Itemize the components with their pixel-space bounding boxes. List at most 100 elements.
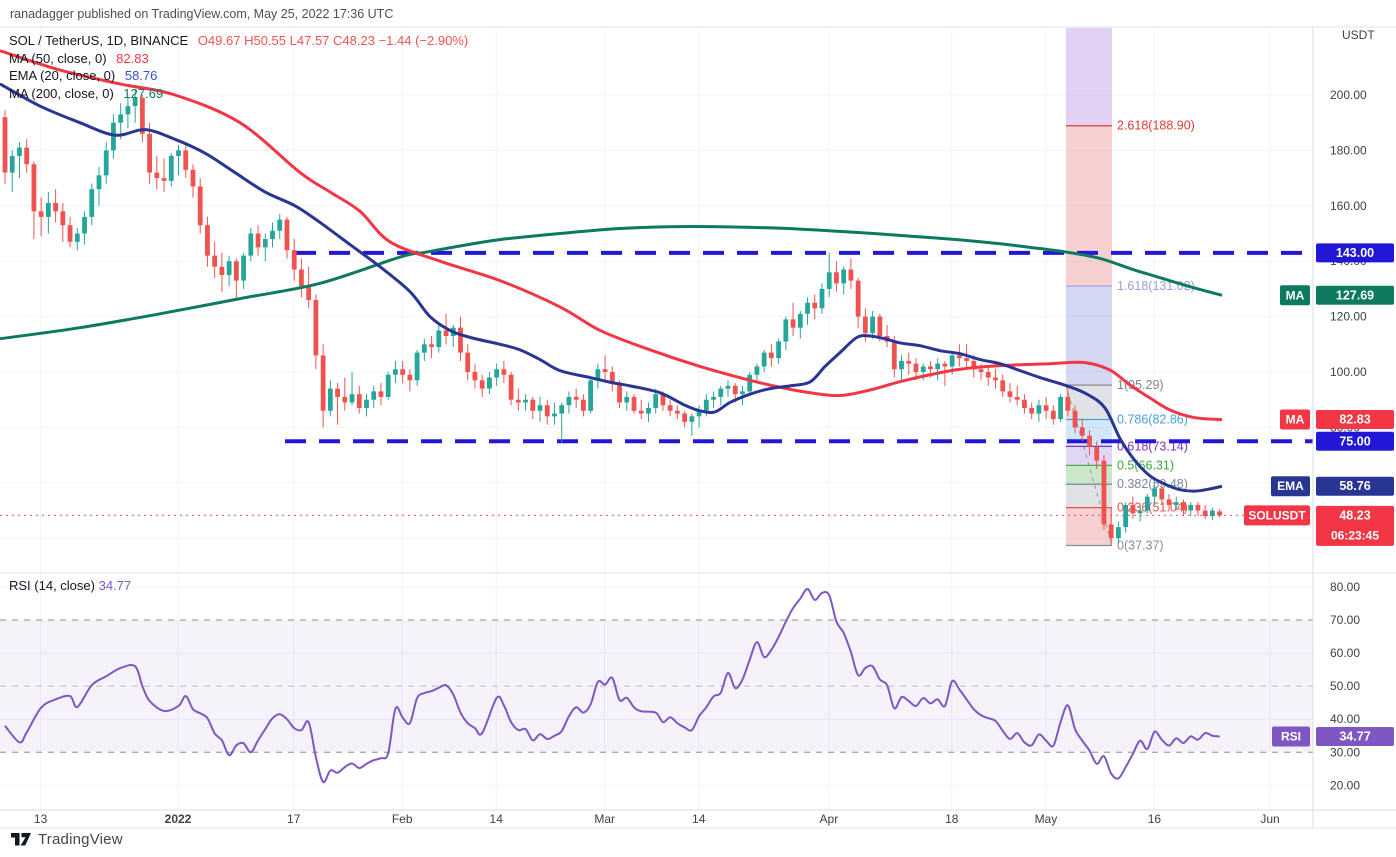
brand-name[interactable]: TradingView	[38, 831, 123, 848]
candle-body	[1087, 435, 1092, 447]
candle-body	[262, 239, 268, 248]
candle-body	[1217, 511, 1223, 516]
candle-body	[1173, 502, 1179, 505]
resistance-badge-rect	[1316, 243, 1394, 263]
candle-body	[747, 374, 753, 392]
candle-body	[1116, 527, 1121, 539]
candle-body	[667, 405, 673, 411]
fib-band	[1066, 286, 1112, 386]
candle-body	[284, 219, 290, 251]
ema20-badge-pill	[1271, 476, 1310, 497]
candle-body	[964, 358, 969, 361]
candle-body	[371, 391, 377, 400]
gridlines	[0, 28, 1313, 810]
candle-body	[429, 344, 434, 348]
candle-body	[1130, 504, 1136, 514]
fib-label-0.786: 0.786(82.86)	[1117, 412, 1188, 426]
candle-body	[1072, 410, 1078, 428]
fib-label-2.618: 2.618(188.90)	[1117, 119, 1195, 133]
candle-body	[653, 394, 659, 409]
candle-body	[971, 360, 977, 370]
last-price-badge-pill	[1244, 505, 1310, 526]
indicator-label[interactable]: MA (50, close, 0)	[9, 50, 107, 66]
candle-body	[494, 369, 500, 378]
indicator-row-ma50: MA (50, close, 0) 82.83	[9, 50, 468, 68]
publish-attribution: ranadagger published on TradingView.com,…	[10, 7, 394, 21]
candle-body	[993, 377, 998, 381]
rsi-value-badge: RSI 34.77	[1272, 726, 1394, 747]
candle-body	[132, 97, 138, 107]
candle-body	[812, 302, 818, 309]
ema20-badge-pill-label: EMA	[1277, 479, 1304, 493]
candle-body	[566, 396, 572, 406]
rsi-label[interactable]: RSI (14, close)	[9, 578, 95, 593]
candle-body	[696, 410, 702, 417]
candle-body	[935, 363, 941, 370]
candle-body	[147, 133, 152, 173]
candle-body	[414, 352, 420, 381]
time-axis-label-14: 14	[490, 812, 504, 826]
candle-body	[219, 266, 225, 276]
candle-body	[458, 327, 463, 353]
candle-body	[617, 383, 622, 403]
tradingview-logo-icon[interactable]	[10, 832, 32, 847]
candle-body	[443, 330, 449, 336]
candle-body	[17, 147, 22, 156]
candle-body	[487, 377, 492, 389]
candle-body	[125, 106, 131, 115]
ohlc-close: C48.23	[333, 33, 375, 48]
ohlc-open: O49.67	[197, 33, 241, 48]
ema20-badge: EMA 58.76	[1271, 476, 1394, 497]
candle-body	[421, 344, 427, 353]
ohlc-low: L47.57	[289, 33, 330, 48]
candle-body	[1108, 524, 1114, 539]
candle-body	[928, 366, 933, 370]
candle-body	[407, 374, 413, 381]
rsi-legend: RSI (14, close) 34.77	[9, 578, 131, 593]
ma200-badge-pill	[1280, 285, 1310, 306]
time-axis[interactable]: 13 2022 17 Feb 14 Mar 14 Apr 18 May 16 Jun	[34, 812, 1280, 826]
time-axis-label-13: 13	[34, 812, 48, 826]
ma50-badge-pill-label: MA	[1286, 413, 1305, 427]
candle-body	[942, 363, 948, 367]
candle-body	[400, 369, 406, 375]
candle-body	[320, 355, 326, 411]
indicator-label[interactable]: EMA (20, close, 0)	[9, 68, 116, 83]
fib-label-0: 0(37.37)	[1117, 538, 1164, 552]
candle-body	[1202, 510, 1208, 517]
time-axis-label-17: 17	[287, 812, 301, 826]
indicator-value: 82.83	[116, 50, 149, 66]
candle-body	[631, 396, 637, 411]
candle-body	[573, 396, 579, 400]
candle-body	[176, 150, 181, 156]
candle-body	[1181, 502, 1186, 511]
resistance-badge: 143.00	[1316, 243, 1394, 263]
candle-body	[241, 255, 246, 281]
symbol-title[interactable]: SOL / TetherUS, 1D, BINANCE	[9, 33, 189, 48]
candle-body	[985, 372, 991, 378]
rsi-axis-label: 80.00	[1330, 580, 1360, 594]
candle-body	[906, 360, 912, 364]
candle-body	[841, 269, 847, 284]
candle-body	[515, 399, 521, 403]
candle-body	[523, 399, 528, 403]
candle-body	[45, 203, 51, 217]
indicator-row-ma200: MA (200, close, 0) 127.69	[9, 85, 468, 103]
candle-body	[805, 302, 810, 314]
last-price-badge-rect	[1316, 505, 1394, 546]
candle-body	[761, 352, 767, 367]
candle-body	[1101, 460, 1107, 525]
candle-body	[349, 394, 355, 403]
candle-body	[139, 97, 145, 134]
rsi-line	[4, 587, 1220, 784]
candle-body	[848, 269, 854, 281]
ma200-badge: MA 127.69	[1280, 285, 1394, 306]
candle-body	[2, 117, 8, 173]
candle-body	[9, 155, 15, 173]
candle-body	[725, 385, 731, 389]
candle-body	[552, 413, 557, 417]
indicator-label[interactable]: MA (200, close, 0)	[9, 85, 114, 101]
candle-body	[537, 405, 543, 411]
candle-body	[472, 372, 478, 381]
